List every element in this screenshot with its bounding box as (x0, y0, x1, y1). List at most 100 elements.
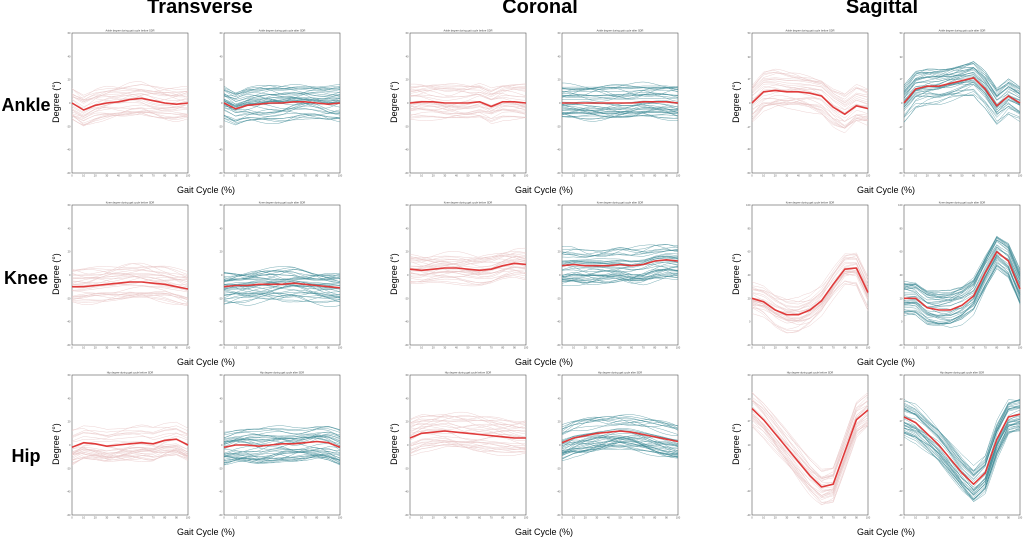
trial-line (751, 392, 869, 470)
x-tick-label: 50 (467, 516, 470, 520)
trial-line (751, 98, 869, 129)
x-tick-label: 50 (961, 516, 964, 520)
trial-line (561, 106, 679, 118)
trial-line (409, 83, 526, 95)
trial-line (223, 114, 341, 122)
trial-line (751, 413, 869, 494)
trial-line (561, 274, 679, 284)
y-axis-label: Degree (°) (731, 253, 741, 295)
trial-line (71, 111, 189, 121)
trial-line (71, 429, 189, 438)
trial-line (903, 430, 1021, 501)
trial-line (223, 84, 341, 95)
x-tick-label: 20 (94, 346, 97, 350)
trial-line (409, 436, 526, 444)
trial-line (903, 418, 1021, 490)
mean-line (71, 97, 189, 111)
y-tick-label: 60 (748, 373, 751, 377)
x-tick-label: 10 (420, 174, 423, 178)
x-tick-label: 0 (223, 346, 225, 350)
trial-line (409, 106, 527, 115)
x-tick-label: 70 (832, 346, 835, 350)
y-tick-label: 60 (900, 373, 903, 377)
x-tick-label: 10 (82, 346, 85, 350)
row-label-hip: Hip (11, 446, 41, 466)
trial-line (751, 254, 869, 305)
x-tick-label: 70 (832, 174, 835, 178)
x-tick-label: 20 (246, 516, 249, 520)
y-tick-label: 0 (407, 273, 409, 277)
trial-line (409, 272, 527, 284)
x-tick-label: 40 (269, 516, 272, 520)
trial-line (561, 89, 679, 92)
y-tick-label: 40 (558, 396, 561, 400)
y-tick-label: -20 (405, 466, 409, 470)
x-tick-label: 20 (926, 516, 929, 520)
y-tick-label: 60 (220, 203, 223, 207)
panel-hip-transverse-after: Hip degree during gait cycle after SDR 0 1… (219, 371, 343, 520)
trial-line (561, 437, 679, 455)
y-tick-label: -40 (557, 490, 561, 494)
trial-line (903, 423, 1021, 495)
trial-line (72, 284, 189, 291)
mean-line (223, 282, 341, 289)
trial-line (561, 90, 679, 102)
x-axis-label: Gait Cycle (%) (176, 357, 235, 367)
trial-line (903, 399, 1021, 472)
y-tick-label: -50 (899, 171, 903, 175)
trial-line (751, 84, 869, 111)
y-tick-label: 17 (748, 77, 751, 81)
trial-line (223, 291, 341, 297)
trial-line (751, 272, 869, 323)
y-tick-label: 20 (406, 78, 409, 82)
trial-line (561, 261, 679, 271)
trial-line (409, 441, 527, 450)
trial-line (409, 267, 527, 278)
panel-hip-sagittal-before: Hip degree during gait cycle before SDR 0… (747, 371, 871, 520)
trial-line (223, 275, 341, 283)
trial-line (409, 440, 527, 448)
x-tick-label: 10 (762, 346, 765, 350)
trial-line (751, 424, 869, 505)
trial-line (409, 87, 527, 96)
trial-line (223, 107, 341, 117)
x-tick-label: 40 (949, 174, 952, 178)
x-tick-label: 70 (152, 346, 155, 350)
trial-line (903, 255, 1021, 321)
mean-line (751, 267, 869, 316)
trial-line (903, 67, 1021, 95)
trial-line (71, 445, 189, 455)
mean-line (903, 413, 1021, 485)
trial-line (751, 78, 869, 104)
trial-line (409, 266, 527, 273)
trial-line (223, 269, 340, 283)
trial-line (223, 98, 341, 108)
trial-line (903, 61, 1021, 92)
x-tick-label: 50 (129, 346, 132, 350)
trial-line (903, 427, 1021, 502)
mean-line (223, 440, 341, 449)
x-tick-label: 30 (937, 174, 940, 178)
x-tick-label: 80 (995, 174, 998, 178)
x-tick-label: 20 (432, 516, 435, 520)
x-tick-label: 60 (820, 346, 823, 350)
trial-line (71, 444, 189, 454)
trial-line (223, 98, 341, 113)
trial-line (409, 105, 527, 111)
x-tick-label: 90 (855, 174, 858, 178)
trial-line (561, 441, 679, 455)
x-tick-label: 60 (820, 516, 823, 520)
trial-line (562, 97, 679, 100)
trial-line (751, 97, 869, 127)
x-tick-label: 50 (281, 346, 284, 350)
y-tick-label: 20 (406, 250, 409, 254)
trial-line (223, 425, 341, 433)
x-tick-label: 60 (478, 516, 481, 520)
trial-line (223, 97, 341, 107)
x-tick-label: 40 (269, 346, 272, 350)
trial-line (223, 294, 341, 307)
x-tick-label: 100 (676, 346, 681, 350)
trial-line (561, 273, 678, 282)
trial-line (71, 439, 189, 455)
trial-line (561, 415, 679, 428)
